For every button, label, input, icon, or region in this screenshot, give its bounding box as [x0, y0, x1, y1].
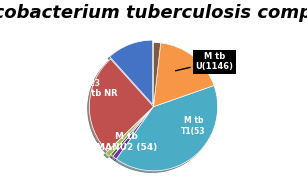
Text: M tb
U(1146): M tb U(1146) — [175, 52, 233, 71]
Wedge shape — [89, 59, 154, 151]
Text: M tb NR: M tb NR — [80, 89, 118, 98]
Text: M tb
U (523: M tb U (523 — [72, 68, 100, 87]
Wedge shape — [111, 107, 154, 156]
Text: M tb
MANU2 (54): M tb MANU2 (54) — [95, 132, 157, 152]
Wedge shape — [116, 85, 218, 171]
Wedge shape — [110, 40, 153, 104]
Wedge shape — [113, 107, 154, 159]
Wedge shape — [106, 108, 152, 156]
Title: Mycobacterium tuberculosis complex: Mycobacterium tuberculosis complex — [0, 4, 307, 22]
Wedge shape — [154, 43, 161, 107]
Text: M tb
T1(53: M tb T1(53 — [181, 116, 206, 136]
Wedge shape — [154, 43, 214, 107]
